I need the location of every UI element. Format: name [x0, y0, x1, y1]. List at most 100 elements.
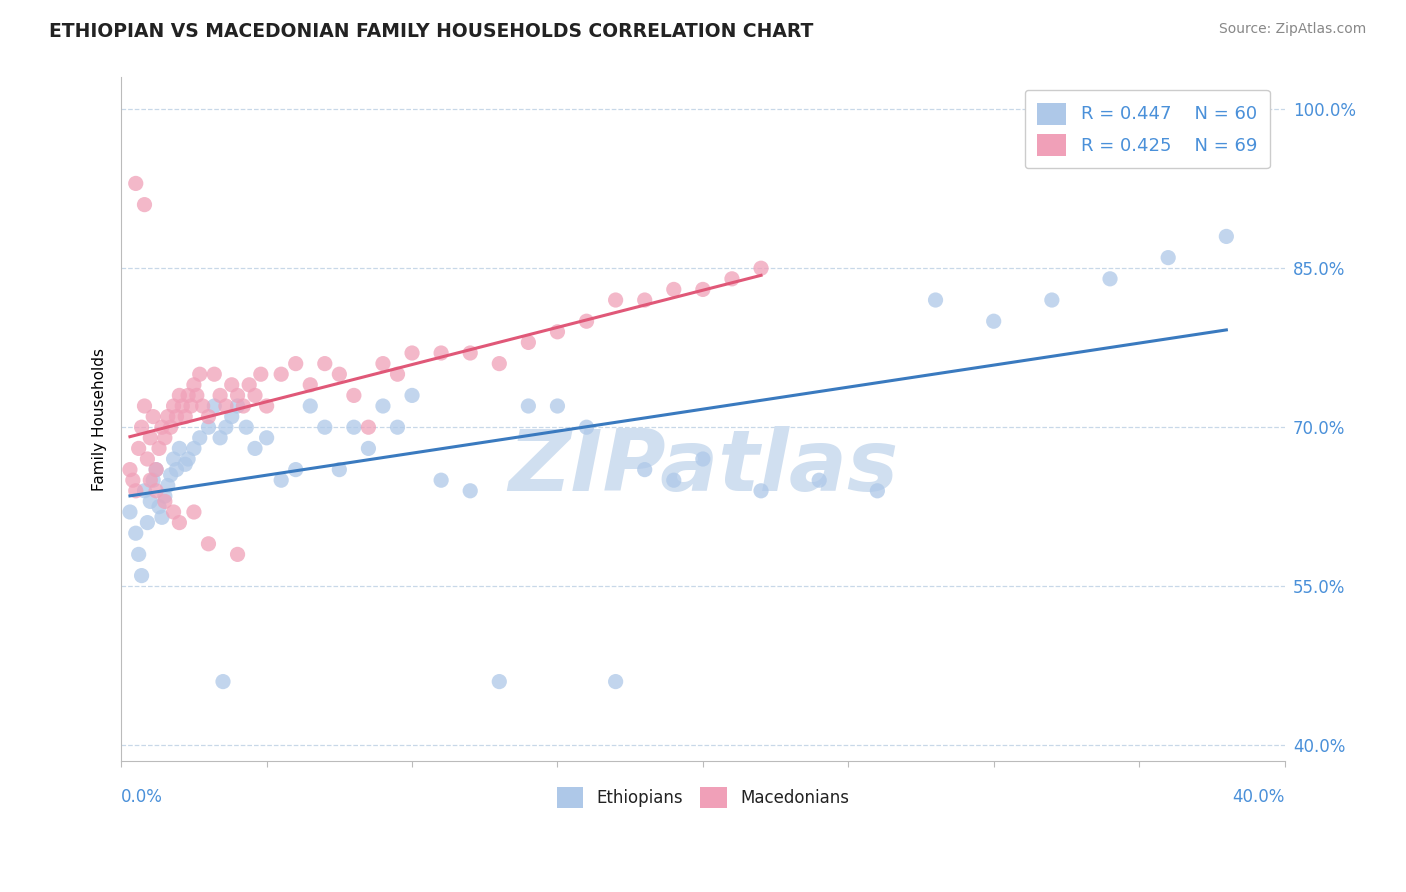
- Point: [575, 314, 598, 328]
- Text: 40.0%: 40.0%: [1232, 788, 1285, 805]
- Point: [136, 452, 159, 467]
- Point: [314, 357, 336, 371]
- Legend: Ethiopians, Macedonians: Ethiopians, Macedonians: [550, 780, 856, 814]
- Point: [808, 473, 831, 487]
- Point: [177, 388, 200, 402]
- Point: [183, 505, 205, 519]
- Point: [662, 473, 685, 487]
- Text: Source: ZipAtlas.com: Source: ZipAtlas.com: [1219, 22, 1367, 37]
- Point: [430, 346, 453, 360]
- Point: [357, 442, 380, 456]
- Point: [197, 420, 219, 434]
- Point: [180, 399, 202, 413]
- Point: [634, 293, 657, 307]
- Point: [256, 399, 278, 413]
- Point: [139, 494, 162, 508]
- Point: [118, 505, 141, 519]
- Point: [134, 197, 156, 211]
- Point: [232, 399, 254, 413]
- Point: [749, 483, 772, 498]
- Point: [202, 399, 225, 413]
- Point: [118, 462, 141, 476]
- Point: [169, 442, 191, 456]
- Point: [174, 458, 197, 472]
- Point: [134, 483, 156, 498]
- Point: [172, 399, 194, 413]
- Point: [162, 452, 184, 467]
- Text: 0.0%: 0.0%: [121, 788, 163, 805]
- Point: [153, 489, 176, 503]
- Text: ETHIOPIAN VS MACEDONIAN FAMILY HOUSEHOLDS CORRELATION CHART: ETHIOPIAN VS MACEDONIAN FAMILY HOUSEHOLD…: [49, 22, 814, 41]
- Point: [1215, 229, 1237, 244]
- Point: [238, 377, 260, 392]
- Point: [174, 409, 197, 424]
- Point: [605, 674, 627, 689]
- Point: [328, 368, 350, 382]
- Point: [197, 409, 219, 424]
- Point: [212, 674, 235, 689]
- Point: [488, 674, 510, 689]
- Point: [169, 388, 191, 402]
- Point: [983, 314, 1005, 328]
- Point: [148, 500, 170, 514]
- Point: [328, 462, 350, 476]
- Point: [387, 368, 409, 382]
- Y-axis label: Family Households: Family Households: [93, 348, 107, 491]
- Point: [401, 346, 423, 360]
- Point: [125, 526, 148, 541]
- Point: [156, 478, 179, 492]
- Text: ZIPatlas: ZIPatlas: [508, 425, 898, 508]
- Point: [662, 282, 685, 296]
- Point: [209, 388, 232, 402]
- Point: [458, 483, 481, 498]
- Point: [721, 272, 744, 286]
- Point: [186, 388, 208, 402]
- Point: [371, 357, 394, 371]
- Point: [139, 431, 162, 445]
- Point: [343, 388, 366, 402]
- Point: [202, 368, 225, 382]
- Point: [1157, 251, 1180, 265]
- Point: [692, 282, 714, 296]
- Point: [215, 399, 238, 413]
- Point: [546, 399, 568, 413]
- Point: [153, 494, 176, 508]
- Point: [125, 483, 148, 498]
- Point: [131, 420, 153, 434]
- Point: [145, 462, 167, 476]
- Point: [153, 431, 176, 445]
- Point: [166, 409, 188, 424]
- Point: [866, 483, 889, 498]
- Point: [183, 442, 205, 456]
- Point: [150, 510, 173, 524]
- Point: [183, 377, 205, 392]
- Point: [159, 467, 181, 482]
- Point: [270, 368, 292, 382]
- Point: [188, 368, 211, 382]
- Point: [131, 568, 153, 582]
- Point: [546, 325, 568, 339]
- Point: [226, 548, 249, 562]
- Point: [139, 473, 162, 487]
- Point: [169, 516, 191, 530]
- Point: [188, 431, 211, 445]
- Point: [128, 442, 150, 456]
- Point: [142, 473, 165, 487]
- Point: [458, 346, 481, 360]
- Point: [142, 409, 165, 424]
- Point: [197, 537, 219, 551]
- Point: [284, 462, 307, 476]
- Point: [162, 505, 184, 519]
- Point: [148, 442, 170, 456]
- Point: [125, 177, 148, 191]
- Point: [634, 462, 657, 476]
- Point: [924, 293, 946, 307]
- Point: [343, 420, 366, 434]
- Point: [235, 420, 257, 434]
- Point: [243, 388, 266, 402]
- Point: [1098, 272, 1121, 286]
- Point: [221, 409, 243, 424]
- Point: [166, 462, 188, 476]
- Point: [162, 399, 184, 413]
- Point: [430, 473, 453, 487]
